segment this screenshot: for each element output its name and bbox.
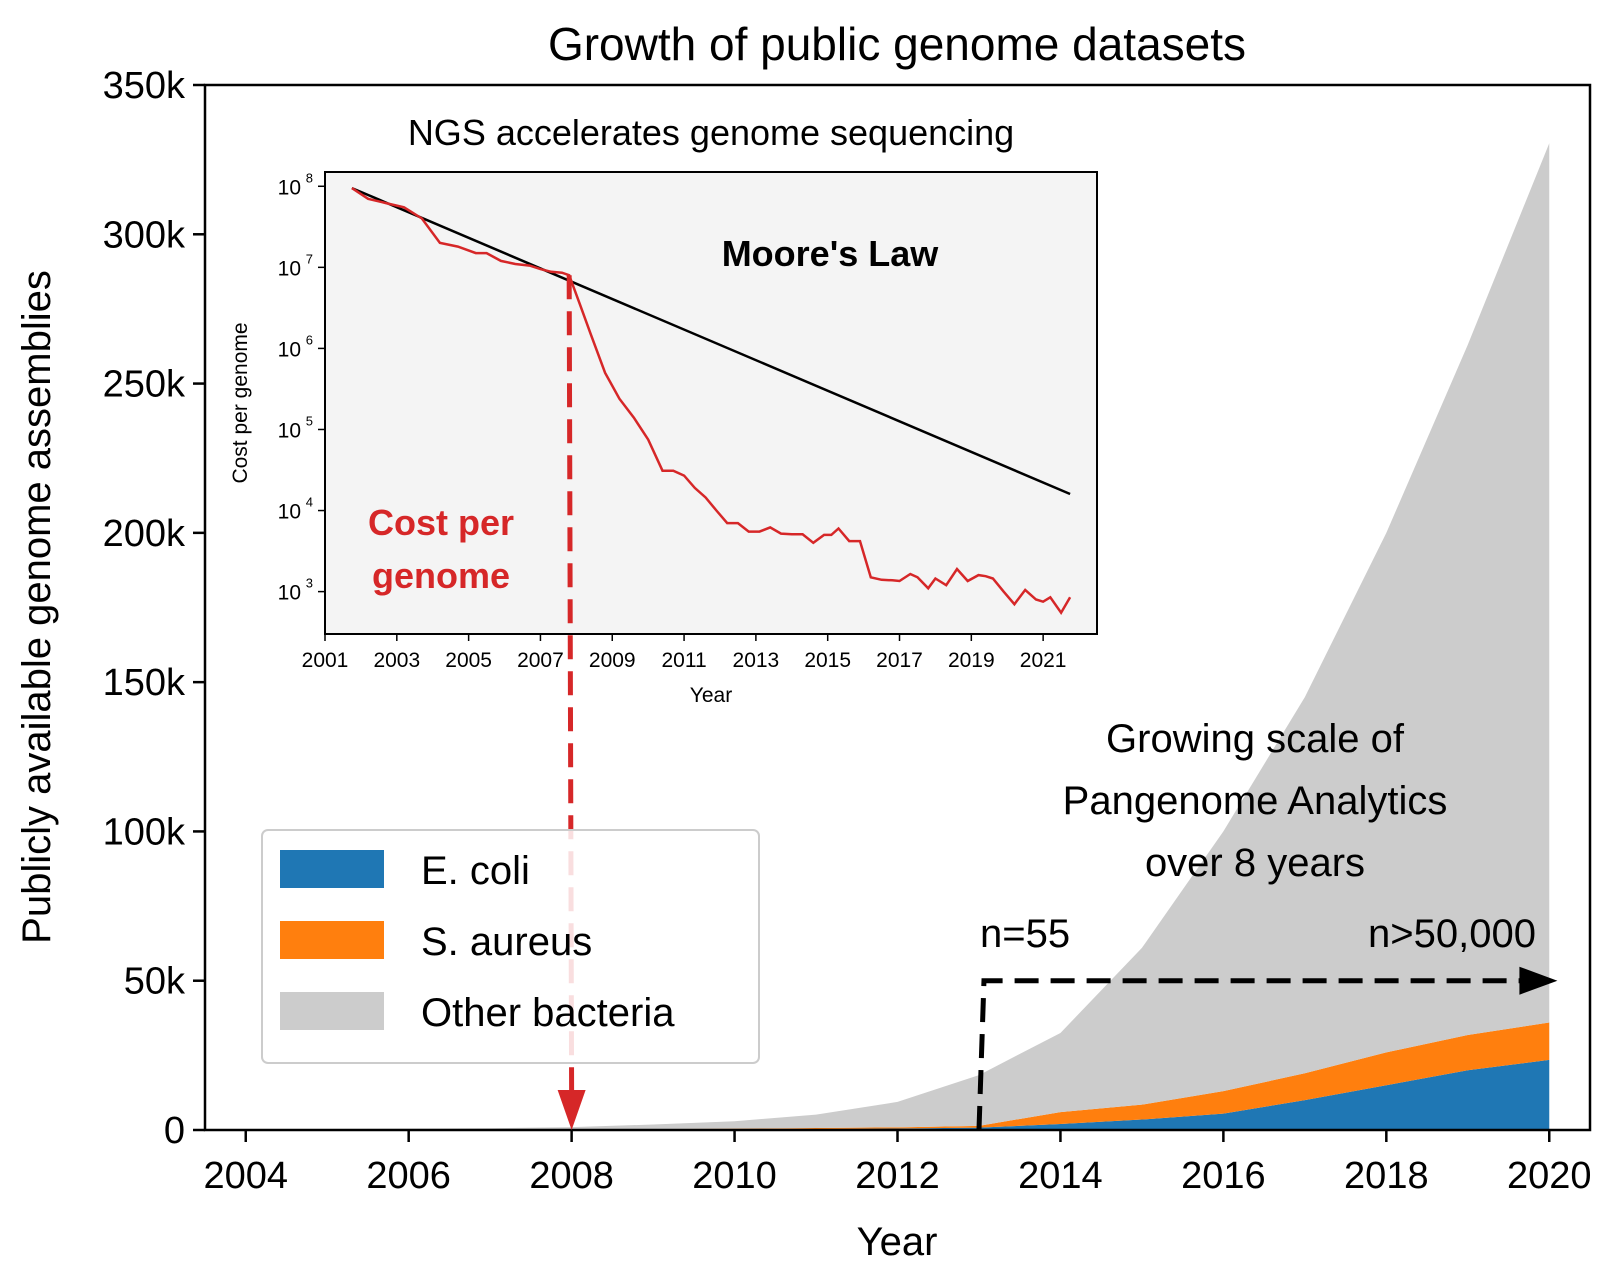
inset-y-tick-exponent: 3 xyxy=(306,576,313,591)
x-tick-label: 2004 xyxy=(203,1155,288,1197)
main-y-axis-label: Publicly available genome assemblies xyxy=(15,270,59,944)
x-tick-label: 2014 xyxy=(1018,1155,1103,1197)
inset-y-tick-label: 10 xyxy=(278,338,301,361)
area-e-coli xyxy=(245,1059,1550,1130)
y-tick-label: 250k xyxy=(103,364,186,406)
n-end-label: n>50,000 xyxy=(1368,912,1536,956)
inset-frame xyxy=(324,171,1098,635)
y-tick-label: 200k xyxy=(103,513,186,555)
inset-line-layer xyxy=(351,186,1072,616)
y-tick-label: 150k xyxy=(103,662,186,704)
main-title: Growth of public genome datasets xyxy=(548,18,1246,70)
y-tick-label: 50k xyxy=(124,961,186,1003)
legend-swatch-s-aureus xyxy=(280,921,384,959)
legend-swatch-other-bacteria xyxy=(280,992,384,1030)
inset-y-tick-exponent: 7 xyxy=(306,251,313,266)
legend: E. coli S. aureus Other bacteria xyxy=(261,829,760,1064)
area-s-aureus xyxy=(245,1022,1550,1130)
main-x-axis-label: Year xyxy=(857,1220,938,1264)
connector-arrow-head xyxy=(557,1090,586,1130)
inset-y-tick-exponent: 4 xyxy=(306,495,313,510)
main-y-ticks: 0 50k 100k 150k 200k 250k 300k 350k xyxy=(103,65,205,1152)
growing-scale-line-3: over 8 years xyxy=(1145,841,1365,885)
legend-label-s-aureus: S. aureus xyxy=(421,920,592,964)
inset-y-tick-label: 10 xyxy=(278,582,301,605)
inset-y-tick-exponent: 5 xyxy=(306,413,313,428)
legend-swatch-e-coli xyxy=(280,850,384,888)
inset-chart: 2001 2003 2005 2007 2009 2011 2013 2015 2017 2019… xyxy=(229,112,1098,707)
inset-x-tick-label: 2019 xyxy=(948,649,995,672)
x-tick-label: 2006 xyxy=(366,1155,451,1197)
inset-y-tick-label: 10 xyxy=(278,257,301,280)
main-area-layer xyxy=(245,143,1550,1130)
inset-x-tick-label: 2007 xyxy=(517,649,564,672)
legend-label-other-bacteria: Other bacteria xyxy=(421,991,675,1035)
y-tick-label: 0 xyxy=(164,1110,185,1152)
y-tick-label: 300k xyxy=(103,214,186,256)
inset-y-ticks: 10 3 10 4 10 5 10 6 10 7 10 8 xyxy=(278,170,325,605)
growing-scale-line-1: Growing scale of xyxy=(1106,717,1405,761)
inset-x-tick-label: 2017 xyxy=(876,649,923,672)
inset-x-tick-label: 2005 xyxy=(445,649,492,672)
inset-line-moore-s-law xyxy=(351,186,1071,496)
n-start-label: n=55 xyxy=(980,912,1070,956)
area-other-bacteria xyxy=(245,143,1550,1130)
inset-x-tick-label: 2009 xyxy=(589,649,636,672)
main-x-ticks: 2004 2006 2008 2010 2012 2014 2016 2018 2020 xyxy=(203,1130,1592,1197)
x-tick-label: 2016 xyxy=(1181,1155,1266,1197)
connector-line xyxy=(566,275,575,1095)
growth-arrow-head xyxy=(1519,966,1558,995)
x-tick-label: 2008 xyxy=(529,1155,614,1197)
x-tick-label: 2020 xyxy=(1507,1155,1592,1197)
inset-y-axis-label: Cost per genome xyxy=(229,322,252,483)
inset-x-axis-label: Year xyxy=(690,684,732,707)
inset-x-tick-label: 2015 xyxy=(804,649,851,672)
inset-x-tick-label: 2021 xyxy=(1020,649,1067,672)
growth-arrow-line xyxy=(976,978,1528,1131)
inset-x-ticks: 2001 2003 2005 2007 2009 2011 2013 2015 2017 2019… xyxy=(302,634,1067,672)
x-tick-label: 2012 xyxy=(855,1155,940,1197)
inset-line-cost-per-genome xyxy=(351,187,1072,616)
cost-label-line-2: genome xyxy=(372,555,510,596)
growing-scale-line-2: Pangenome Analytics xyxy=(1063,779,1448,823)
y-tick-label: 350k xyxy=(103,65,186,107)
inset-x-tick-label: 2011 xyxy=(661,649,706,672)
y-tick-label: 100k xyxy=(103,811,186,853)
moores-law-label: Moore's Law xyxy=(722,233,940,274)
inset-x-tick-label: 2013 xyxy=(733,649,780,672)
growth-arrow xyxy=(976,966,1558,1131)
x-tick-label: 2010 xyxy=(692,1155,777,1197)
inset-x-tick-label: 2003 xyxy=(373,649,420,672)
inset-x-tick-label: 2001 xyxy=(302,649,349,672)
inset-y-tick-label: 10 xyxy=(278,501,301,524)
inset-y-tick-label: 10 xyxy=(278,419,301,442)
inset-to-main-connector xyxy=(557,275,586,1130)
legend-box xyxy=(261,829,760,1064)
inset-y-tick-exponent: 8 xyxy=(306,170,313,185)
x-tick-label: 2018 xyxy=(1344,1155,1429,1197)
cost-label-line-1: Cost per xyxy=(368,502,514,543)
inset-title: NGS accelerates genome sequencing xyxy=(408,112,1014,153)
legend-label-e-coli: E. coli xyxy=(421,849,530,893)
inset-y-tick-exponent: 6 xyxy=(306,332,313,347)
inset-y-tick-label: 10 xyxy=(278,176,301,199)
